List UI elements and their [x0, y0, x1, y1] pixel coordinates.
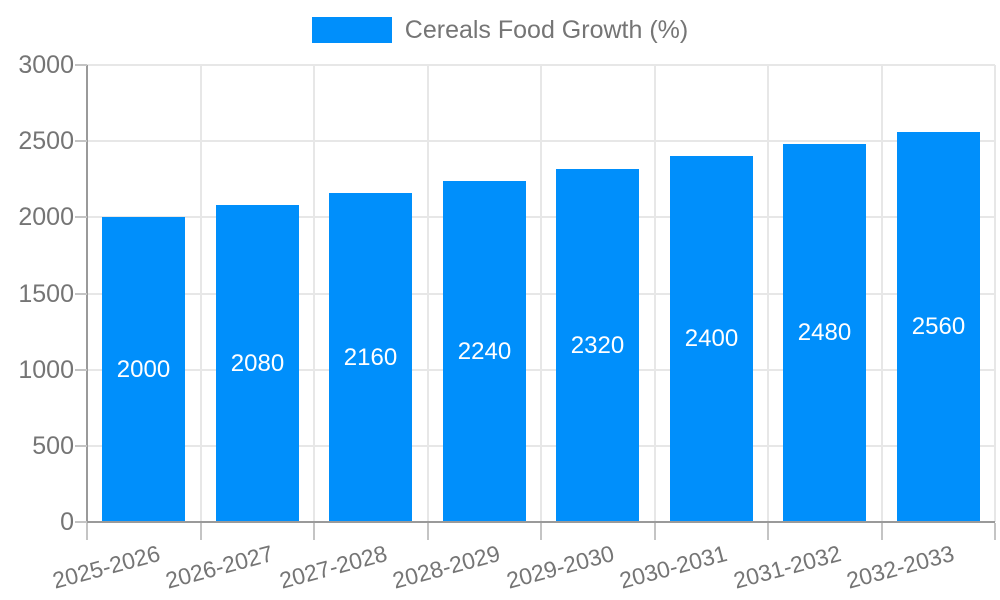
legend-row: Cereals Food Growth (%): [0, 14, 1000, 46]
y-axis-tick: [75, 140, 87, 143]
bar[interactable]: [783, 144, 866, 522]
legend-swatch: [311, 17, 392, 43]
gridline-vertical: [881, 65, 883, 522]
legend-label: Cereals Food Growth (%): [404, 15, 689, 44]
x-axis-tick: [427, 523, 429, 540]
gridline-vertical: [994, 65, 996, 522]
y-axis-tick-label: 500: [32, 431, 74, 460]
x-axis-tick: [540, 523, 542, 540]
bar[interactable]: [670, 156, 753, 522]
bar[interactable]: [443, 181, 526, 522]
gridline-vertical: [540, 65, 542, 522]
gridline-vertical: [654, 65, 656, 522]
bar[interactable]: [102, 217, 185, 522]
y-axis-tick-label: 0: [60, 508, 74, 536]
x-axis-tick: [881, 523, 883, 540]
y-axis-tick: [75, 64, 87, 66]
y-axis-tick-label: 2500: [18, 127, 74, 156]
bar[interactable]: [216, 205, 299, 522]
y-axis-tick-label: 3000: [18, 51, 74, 79]
x-axis-tick: [994, 523, 996, 540]
y-axis-tick-label: 1000: [18, 355, 74, 384]
x-axis-tick: [86, 523, 88, 540]
y-axis-line: [86, 65, 88, 523]
gridline-vertical: [200, 65, 202, 522]
gridline-vertical: [427, 65, 429, 522]
x-axis-line: [87, 521, 995, 523]
bar[interactable]: [556, 169, 639, 522]
gridline-vertical: [767, 65, 769, 522]
legend-item[interactable]: Cereals Food Growth (%): [311, 15, 689, 45]
bar[interactable]: [897, 132, 980, 522]
y-axis-tick: [75, 216, 87, 219]
y-axis-tick: [75, 292, 87, 295]
y-axis-tick: [75, 521, 87, 523]
x-axis-tick: [767, 523, 769, 540]
x-axis-tick: [313, 523, 315, 540]
y-axis-tick-label: 1500: [18, 279, 74, 308]
y-axis-tick-label: 2000: [18, 203, 74, 232]
x-axis-tick: [654, 523, 656, 540]
gridline-vertical: [313, 65, 315, 522]
plot-area: 2000 2080 2160 2240 2320 2400 2480 2560: [87, 64, 996, 522]
x-axis-tick: [200, 523, 202, 540]
y-axis-tick: [75, 444, 87, 447]
y-axis-tick: [75, 368, 87, 371]
bar[interactable]: [329, 193, 412, 522]
